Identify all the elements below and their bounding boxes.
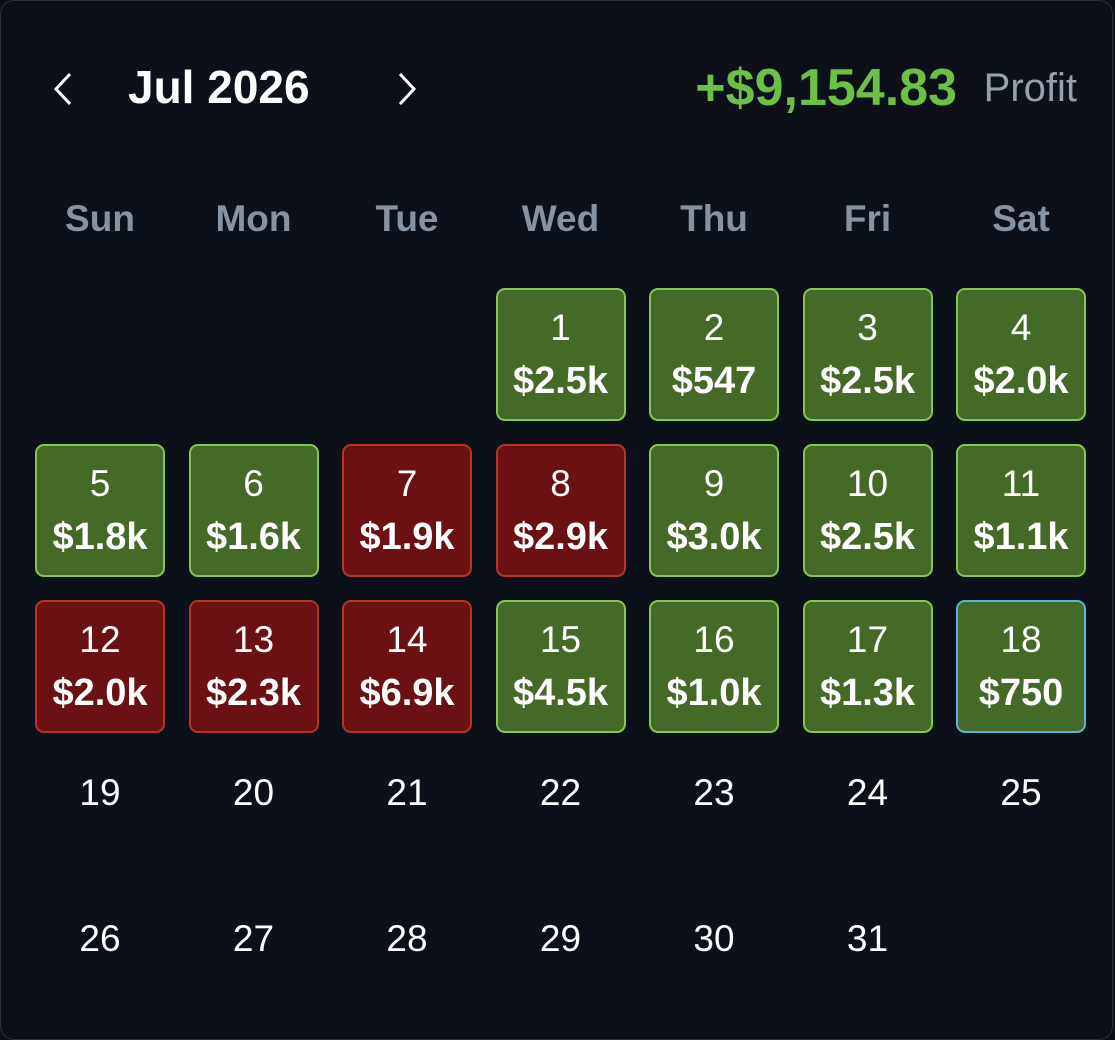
day-amount: $2.0k <box>52 672 148 714</box>
day-number: 2 <box>703 307 725 348</box>
day-cell[interactable]: 8 $2.9k <box>495 444 626 577</box>
day-number: 26 <box>79 918 121 959</box>
profit-label: Profit <box>983 66 1077 110</box>
day-cell[interactable]: 3 $2.5k <box>802 288 933 421</box>
day-number: 4 <box>1010 307 1032 348</box>
day-number: 21 <box>386 772 428 813</box>
weekday-label: Sun <box>65 198 135 239</box>
day-number: 28 <box>386 918 428 959</box>
day-number: 22 <box>539 772 582 813</box>
day-cell[interactable]: 13 $2.3k <box>188 600 319 733</box>
day-amount: $2.5k <box>512 360 609 402</box>
day-number: 25 <box>1000 772 1042 813</box>
day-amount: $1.3k <box>819 672 916 714</box>
day-number: 24 <box>846 772 889 813</box>
day-number: 3 <box>857 307 878 348</box>
day-amount: $750 <box>978 672 1064 714</box>
day-amount: $2.9k <box>512 516 609 558</box>
day-number: 20 <box>232 772 275 813</box>
day-number: 18 <box>1000 619 1042 660</box>
day-amount: $4.5k <box>512 672 609 714</box>
day-cell[interactable]: 11 $1.1k <box>956 444 1086 577</box>
day-cell[interactable]: 15 $4.5k <box>495 600 626 733</box>
day-cell[interactable]: 4 $2.0k <box>956 288 1086 421</box>
day-amount: $1.6k <box>205 516 302 558</box>
day-amount: $2.5k <box>819 360 916 402</box>
day-number: 14 <box>386 619 428 660</box>
day-number: 16 <box>693 619 735 660</box>
day-number: 1 <box>550 307 571 348</box>
day-cell[interactable]: 7 $1.9k <box>342 444 472 577</box>
day-number: 23 <box>693 772 735 813</box>
day-cell[interactable]: 14 $6.9k <box>342 600 472 733</box>
weekday-label: Thu <box>680 198 748 239</box>
day-cell[interactable]: 5 $1.8k <box>35 444 165 577</box>
day-number: 31 <box>846 918 889 959</box>
day-amount: $1.1k <box>973 516 1069 558</box>
day-number: 12 <box>79 619 121 660</box>
day-number: 29 <box>539 918 582 959</box>
day-number: 15 <box>539 619 582 660</box>
month-title: Jul 2026 <box>128 61 310 113</box>
weekday-label: Sat <box>992 198 1050 239</box>
weekday-label: Fri <box>843 198 892 239</box>
day-number: 27 <box>232 918 275 959</box>
day-number: 19 <box>79 772 121 813</box>
day-amount: $6.9k <box>359 672 455 714</box>
next-month[interactable] <box>392 70 422 108</box>
weekday-label: Wed <box>521 198 600 239</box>
day-number: 7 <box>396 463 418 504</box>
day-number: 9 <box>703 463 725 504</box>
day-amount: $547 <box>671 360 757 402</box>
day-number: 11 <box>1001 463 1041 504</box>
day-number: 17 <box>846 619 889 660</box>
day-amount: $3.0k <box>666 516 762 558</box>
profit-total: +$9,154.83 <box>695 59 957 117</box>
prev-month[interactable] <box>50 70 80 108</box>
day-amount: $2.0k <box>973 360 1069 402</box>
weekday-label: Mon <box>215 198 292 239</box>
day-amount: $1.9k <box>359 516 455 558</box>
day-amount: $2.3k <box>205 672 302 714</box>
day-number: 13 <box>232 619 275 660</box>
day-cell[interactable]: 18 $750 <box>956 600 1086 733</box>
weekday-label: Tue <box>375 198 439 239</box>
day-cell[interactable]: 9 $3.0k <box>649 444 779 577</box>
day-cell[interactable]: 17 $1.3k <box>802 600 933 733</box>
day-number: 8 <box>550 463 571 504</box>
day-amount: $2.5k <box>819 516 916 558</box>
day-cell[interactable]: 16 $1.0k <box>649 600 779 733</box>
day-number: 5 <box>89 463 111 504</box>
day-number: 10 <box>846 463 889 504</box>
day-cell[interactable]: 1 $2.5k <box>495 288 626 421</box>
day-cell[interactable]: 12 $2.0k <box>35 600 165 733</box>
day-amount: $1.0k <box>666 672 762 714</box>
day-number: 30 <box>693 918 735 959</box>
day-cell[interactable]: 2 $547 <box>649 288 779 421</box>
day-amount: $1.8k <box>52 516 148 558</box>
day-cell[interactable]: 10 $2.5k <box>802 444 933 577</box>
day-cell[interactable]: 6 $1.6k <box>188 444 319 577</box>
day-number: 6 <box>243 463 264 504</box>
